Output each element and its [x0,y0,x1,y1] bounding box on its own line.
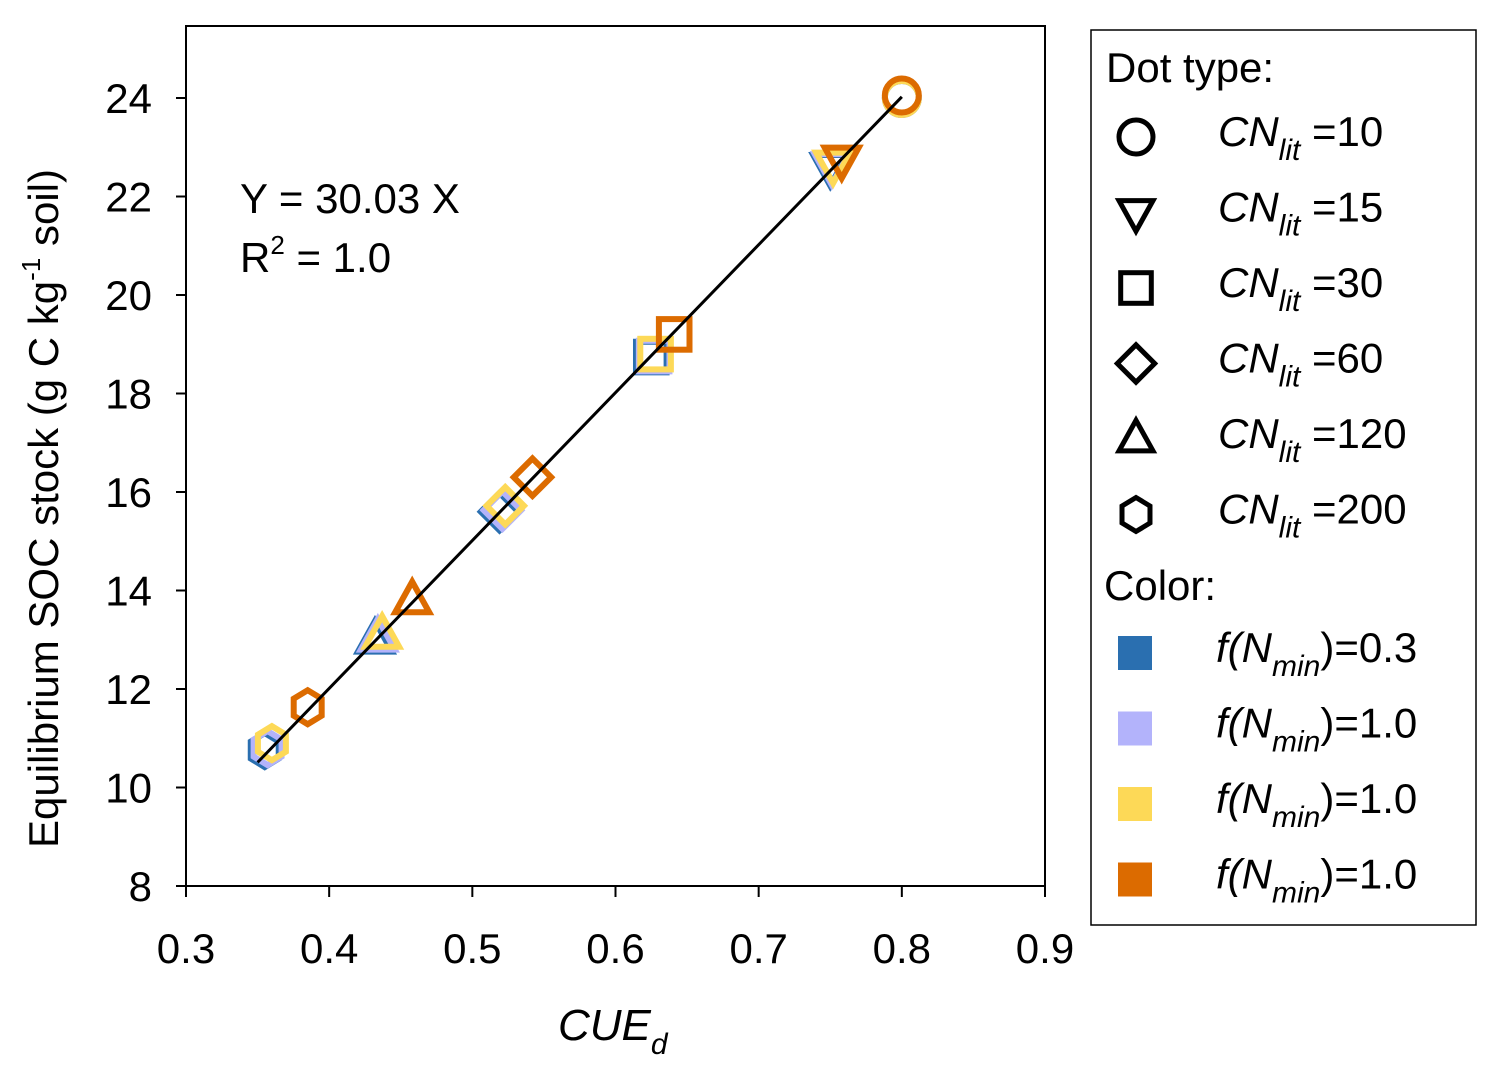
x-tick-label: 0.4 [300,925,358,972]
y-tick-label: 8 [129,863,152,910]
legend-color-label: f(Nmin)=0.3 [1216,624,1417,683]
data-point-diamond [509,454,556,501]
y-axis-label: Equilibrium SOC stock (g C kg-1 soil) [16,169,67,848]
x-tick-label: 0.6 [586,925,644,972]
legend-square-icon [1118,270,1154,306]
legend-marker-label: CNlit =120 [1218,410,1407,469]
legend-color-swatch [1118,862,1152,897]
legend-color-label: f(Nmin)=1.0 [1216,851,1417,910]
legend-color-swatch [1118,711,1152,746]
x-tick-label: 0.3 [157,925,215,972]
plot-frame [185,25,1046,887]
legend-circle-icon [1116,117,1156,157]
y-tick-label: 14 [105,568,152,615]
y-tick-label: 24 [105,75,152,122]
legend-triangle-up-icon [1114,415,1158,454]
y-tick-label: 12 [105,666,152,713]
legend-dot-title: Dot type: [1106,44,1274,91]
data-point-hexagon [290,686,325,728]
y-tick-label: 18 [105,371,152,418]
legend-color-label: f(Nmin)=1.0 [1216,775,1417,834]
legend-marker-label: CNlit =30 [1218,259,1383,318]
legend-marker-label: CNlit =10 [1218,108,1383,167]
legend-color-swatch [1118,787,1152,821]
legend-marker-label: CNlit =60 [1218,335,1383,394]
x-tick-label: 0.8 [873,925,931,972]
y-tick-label: 16 [105,469,152,516]
x-axis-label: CUEd [558,1001,669,1061]
legend: Dot type: CNlit =10 CNlit =15 CNlit =30 CNl… [1090,29,1477,926]
legend-color-title: Color: [1104,562,1216,609]
legend-diamond-icon [1113,341,1159,386]
x-tick-label: 0.9 [1016,925,1074,972]
legend-marker-label: CNlit =200 [1218,486,1407,545]
x-tick-label: 0.7 [729,925,787,972]
y-tick-label: 22 [105,174,152,221]
data-point-square [637,335,674,373]
data-point-triangle-up [390,575,435,616]
legend-color-swatch [1118,636,1152,670]
legend-triangle-down-icon [1114,198,1158,237]
data-point-square [655,316,693,353]
data-point-diamond [482,482,529,529]
legend-color-label: f(Nmin)=1.0 [1216,700,1417,759]
legend-box [1090,29,1477,926]
r2-label: R2 = 1.0 [240,230,391,281]
equation-label: Y = 30.03 X [240,175,460,222]
data-point-triangle-down [811,149,856,190]
fit-line [256,95,903,764]
legend-hexagon-icon [1119,494,1153,535]
data-point-circle [881,75,922,116]
data-point-triangle-down [819,144,864,185]
data-point-triangle-up [360,609,405,650]
legend-marker-label: CNlit =15 [1218,184,1383,243]
y-tick-label: 10 [105,765,152,812]
x-tick-label: 0.5 [443,925,501,972]
y-tick-label: 20 [105,272,152,319]
